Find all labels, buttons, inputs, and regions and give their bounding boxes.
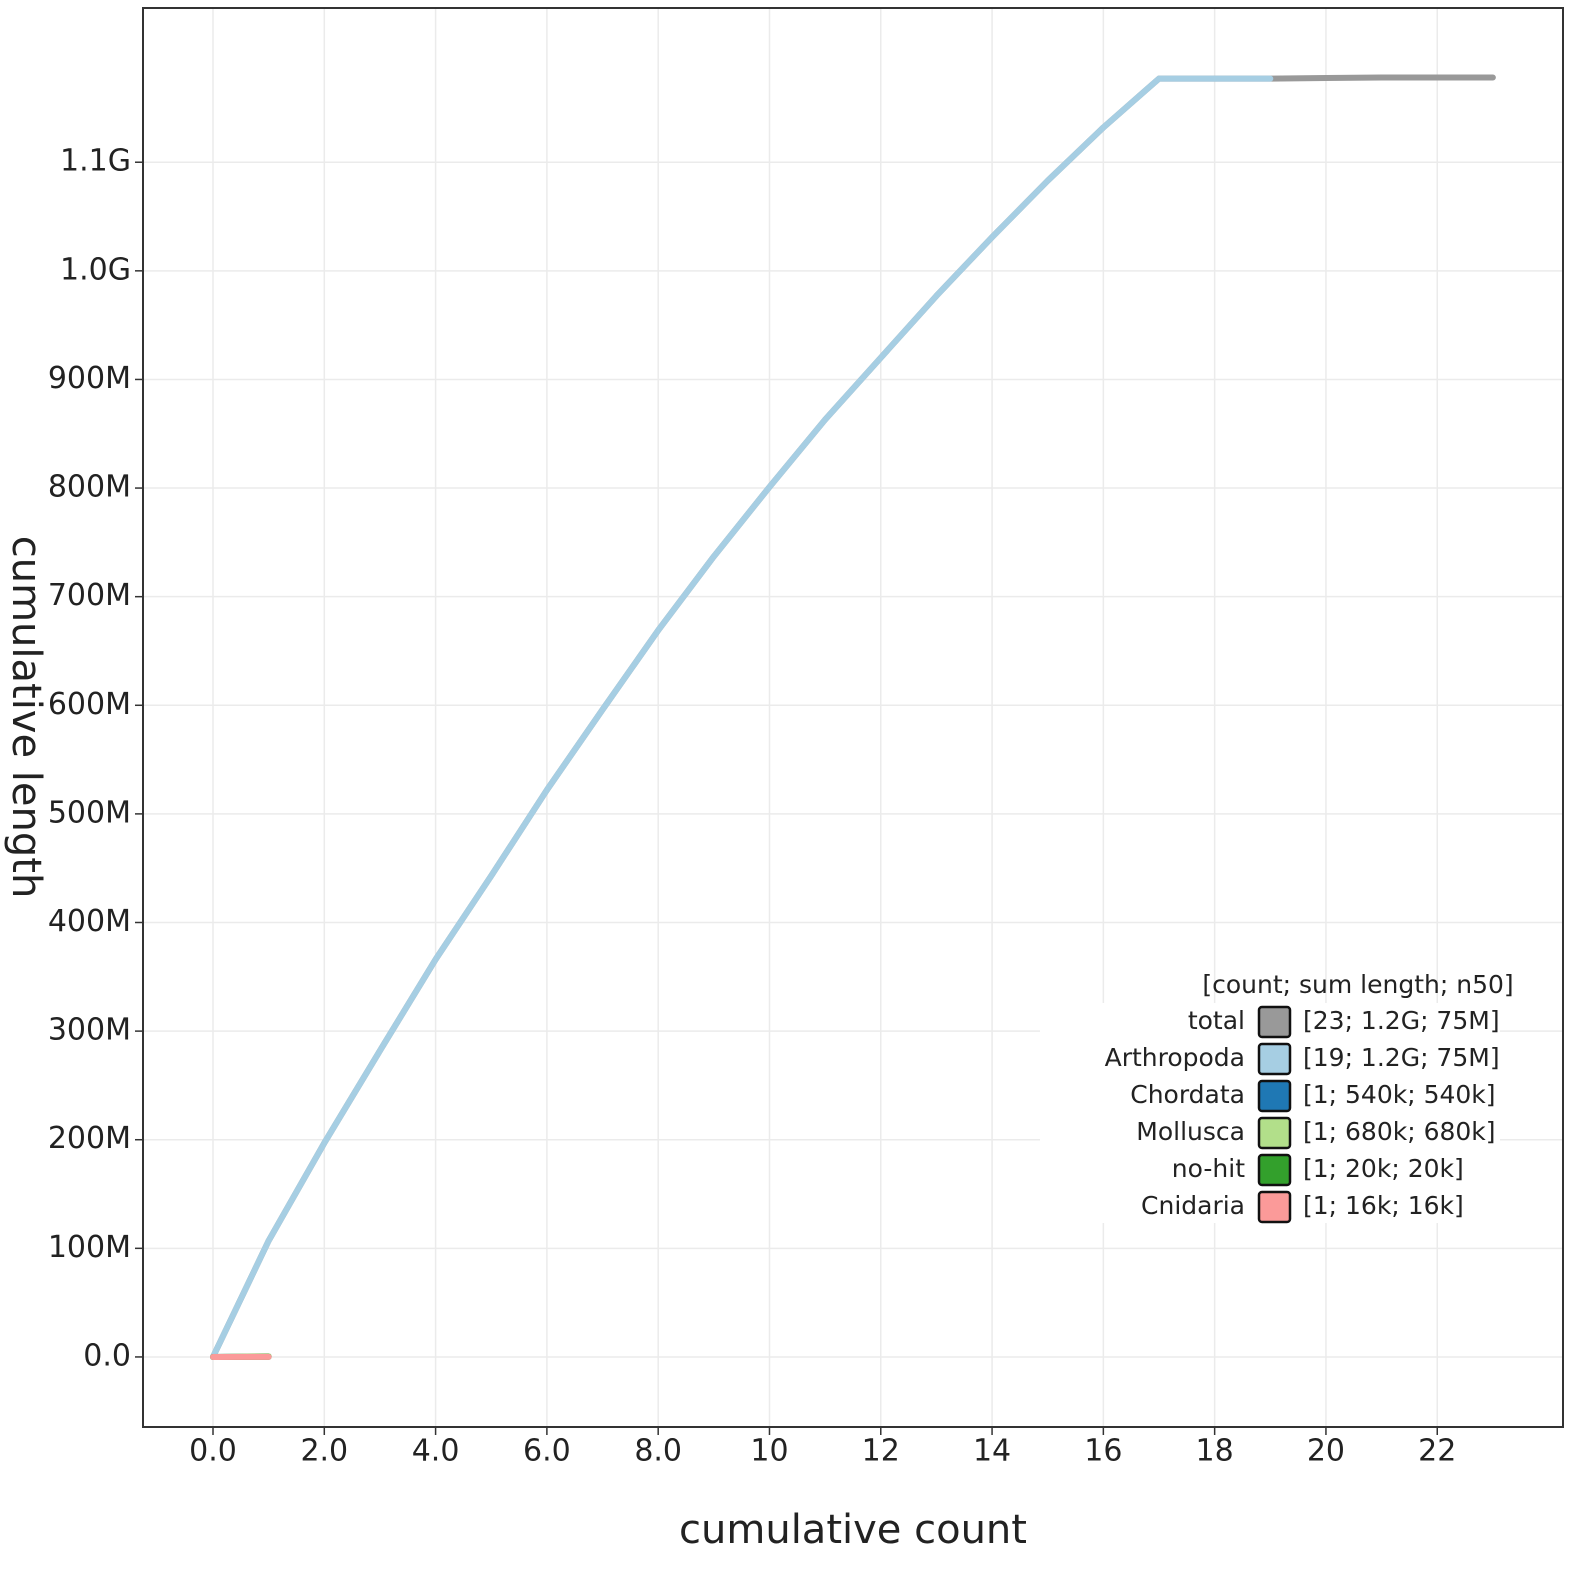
x-tick-label: 20 [1307,1434,1345,1469]
legend-swatch [1257,1079,1292,1113]
x-tick-label: 8.0 [634,1434,682,1469]
y-tick-label: 700M [48,578,131,613]
y-tick-label: 200M [48,1121,131,1156]
legend-label: Cnidaria [1141,1191,1245,1220]
y-tick-label: 800M [48,470,131,505]
y-tick-label: 300M [48,1013,131,1048]
legend-label: Arthropoda [1105,1043,1245,1072]
x-tick-label: 12 [862,1434,900,1469]
legend-swatch [1257,1153,1292,1187]
legend-stats: [1; 540k; 540k] [1303,1080,1496,1109]
legend-swatch [1257,1116,1292,1150]
x-tick-label: 10 [750,1434,788,1469]
y-tick-label: 1.1G [60,144,131,179]
legend-background [1040,1003,1500,1223]
y-tick-label: 1.0G [60,252,131,287]
legend-label: Mollusca [1136,1117,1245,1146]
legend-stats: [1; 16k; 16k] [1303,1191,1464,1220]
y-tick-label: 100M [48,1230,131,1265]
x-axis-label: cumulative count [679,1507,1027,1553]
legend-stats: [1; 20k; 20k] [1303,1154,1464,1183]
y-tick-label: 900M [48,361,131,396]
legend-label: Chordata [1130,1080,1245,1109]
y-tick-label: 600M [48,687,131,722]
legend-stats: [1; 680k; 680k] [1303,1117,1496,1146]
y-tick-label: 400M [48,904,131,939]
x-tick-label: 2.0 [300,1434,348,1469]
legend-label: total [1188,1006,1245,1035]
legend-swatch [1257,1190,1292,1224]
lines [210,74,1496,1360]
x-tick-label: 14 [973,1434,1011,1469]
grid [143,8,1563,1427]
y-axis-label: cumulative length [3,536,49,899]
legend-label: no-hit [1172,1154,1245,1183]
x-tick-label: 18 [1196,1434,1234,1469]
axes: 0.0 2.0 4.0 6.0 8.0 10 12 14 16 18 20 22 0.0 100M 200M… [48,144,1456,1469]
legend-swatch [1257,1042,1292,1076]
plot-frame [142,7,1564,1428]
x-tick-label: 16 [1084,1434,1122,1469]
x-tick-label: 4.0 [412,1434,460,1469]
legend: total [23; 1.2G; 75M] Arthropoda [19; 1.2G;… [1105,1005,1500,1224]
legend-stats: [23; 1.2G; 75M] [1303,1006,1500,1035]
x-tick-label: 22 [1418,1434,1456,1469]
y-tick-label: 500M [48,795,131,830]
legend-swatch [1257,1005,1292,1039]
series-line [210,75,1274,1360]
y-tick-label: 0.0 [83,1338,131,1373]
legend-stats: [19; 1.2G; 75M] [1303,1043,1500,1072]
x-tick-label: 0.0 [189,1434,237,1469]
x-tick-label: 6.0 [523,1434,571,1469]
legend-title: [count; sum length; n50] [1202,970,1513,999]
